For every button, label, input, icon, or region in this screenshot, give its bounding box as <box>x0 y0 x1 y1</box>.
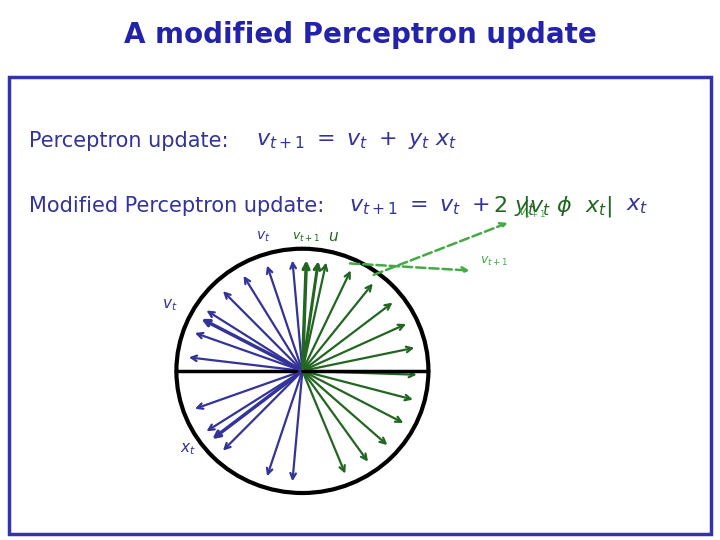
Text: $x_t$: $x_t$ <box>626 197 649 217</box>
Text: $x_t$: $x_t$ <box>180 441 196 456</box>
Ellipse shape <box>176 249 428 493</box>
Text: $v_{t+1}$: $v_{t+1}$ <box>518 206 546 219</box>
Text: Modified Perceptron update:: Modified Perceptron update: <box>29 197 324 217</box>
Text: $v_{t+1}$$\ =\ v_t\ +\ y_t\ x_t$: $v_{t+1}$$\ =\ v_t\ +\ y_t\ x_t$ <box>256 130 456 151</box>
Text: $|v_t\ \phi\ \ x_t|$: $|v_t\ \phi\ \ x_t|$ <box>522 194 612 219</box>
Text: A modified Perceptron update: A modified Perceptron update <box>124 21 596 49</box>
Text: $2\ y_t$: $2\ y_t$ <box>493 194 536 219</box>
Text: $v_{t+1}$: $v_{t+1}$ <box>292 231 320 244</box>
Text: $u$: $u$ <box>328 229 338 244</box>
Text: $v_{t+1}$: $v_{t+1}$ <box>480 255 508 268</box>
Text: $v_t$: $v_t$ <box>256 230 270 244</box>
Text: $v_t$: $v_t$ <box>162 297 177 313</box>
Text: $v_{t+1}\ =\ v_t\ +\ $: $v_{t+1}\ =\ v_t\ +\ $ <box>349 196 490 217</box>
Text: Perceptron update:: Perceptron update: <box>29 131 228 151</box>
